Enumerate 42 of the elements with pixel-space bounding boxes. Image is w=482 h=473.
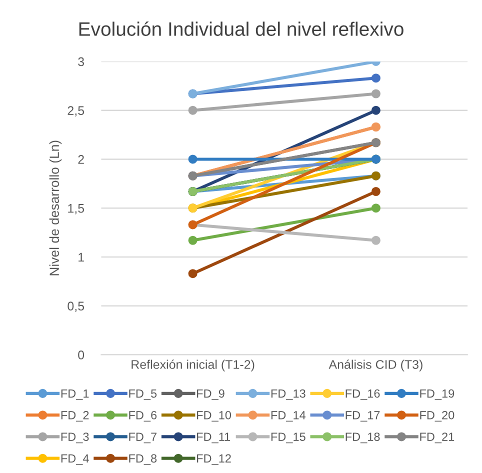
y-tick-label: 2 bbox=[78, 155, 84, 164]
legend-label: FD_16 bbox=[346, 389, 380, 400]
point bbox=[371, 74, 380, 83]
chart-title: Evolución Individual del nivel reflexivo bbox=[79, 21, 404, 36]
legend-label: FD_14 bbox=[271, 411, 306, 422]
legend-label: FD_6 bbox=[129, 410, 157, 422]
y-tick-label: 1,5 bbox=[68, 204, 84, 214]
point bbox=[188, 236, 198, 245]
legend-label: FD_10 bbox=[197, 410, 232, 422]
y-tick-label: 0,5 bbox=[68, 302, 84, 312]
y-tick-label: 2,5 bbox=[68, 106, 84, 116]
y-tick-label: 0 bbox=[78, 350, 84, 360]
legend-label: FD_18 bbox=[346, 432, 380, 444]
legend-label: FD_15 bbox=[271, 432, 306, 444]
legend-label: FD_11 bbox=[197, 432, 230, 444]
point bbox=[371, 236, 380, 245]
legend-label: FD_2 bbox=[61, 410, 89, 422]
y-axis-title: Nivel de desarrollo (Ln) bbox=[49, 140, 62, 276]
legend-label: FD_9 bbox=[197, 389, 224, 400]
legend-label: FD_21 bbox=[420, 432, 454, 444]
legend-label: FD_4 bbox=[61, 454, 89, 465]
point bbox=[188, 154, 198, 164]
point bbox=[371, 106, 380, 115]
legend-label: FD_12 bbox=[197, 454, 231, 465]
legend-label: FD_7 bbox=[129, 432, 157, 444]
y-tick-label: 1 bbox=[78, 252, 84, 262]
point bbox=[371, 89, 380, 98]
point bbox=[371, 204, 380, 213]
x-tick-label: Reflexión inicial (T1-2) bbox=[132, 360, 254, 372]
legend-label: FD_5 bbox=[129, 389, 157, 400]
point bbox=[188, 106, 198, 115]
y-tick-label: 3 bbox=[78, 57, 84, 66]
legend-label: FD_13 bbox=[271, 389, 306, 400]
legend-label: FD_8 bbox=[129, 454, 157, 465]
point bbox=[371, 186, 380, 196]
legend-label: FD_3 bbox=[61, 432, 89, 444]
legend-label: FD_20 bbox=[420, 410, 454, 422]
legend-label: FD_19 bbox=[420, 389, 454, 400]
point bbox=[188, 269, 198, 278]
x-tick-label: Análisis CID (T3) bbox=[328, 360, 422, 372]
legend-label: FD_1 bbox=[61, 389, 89, 400]
legend-label: FD_17 bbox=[346, 411, 380, 422]
